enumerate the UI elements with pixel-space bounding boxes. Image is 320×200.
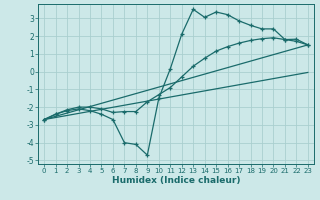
X-axis label: Humidex (Indice chaleur): Humidex (Indice chaleur) bbox=[112, 176, 240, 185]
